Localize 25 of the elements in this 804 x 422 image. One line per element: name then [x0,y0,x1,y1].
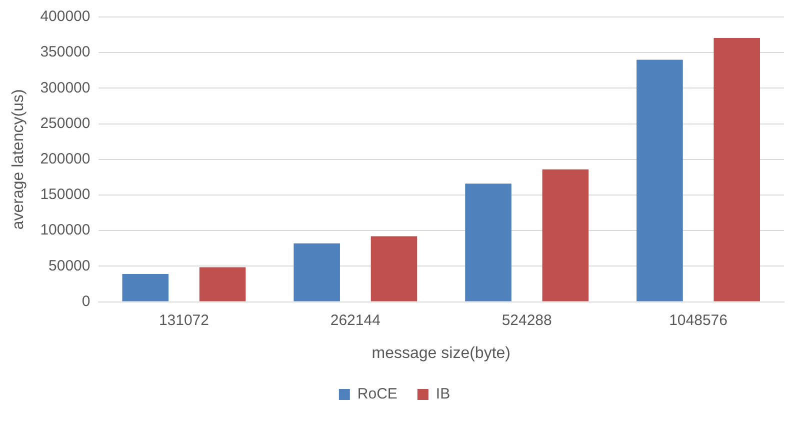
bar [636,60,683,302]
x-tick-label: 524288 [502,312,552,329]
legend-label: IB [436,386,450,403]
bar [465,184,512,302]
x-tick-label: 1048576 [669,312,728,329]
y-axis-title: average latency(us) [10,89,28,230]
y-tick-label: 300000 [40,79,90,96]
y-tick-label: 400000 [40,8,90,26]
y-tick-label: 200000 [40,150,90,168]
bar [542,169,589,302]
bar [199,267,246,302]
y-tick-label: 100000 [40,222,90,239]
x-tick-label: 131072 [158,312,210,329]
y-tick-label: 50000 [48,257,90,274]
y-tick-label: 0 [82,292,90,310]
y-tick-label: 350000 [40,44,90,61]
y-tick-label: 150000 [40,186,90,204]
bar [294,243,340,302]
bar [122,274,169,302]
x-tick-label: 262144 [330,312,380,329]
legend-label: RoCE [357,386,398,403]
bar [714,38,760,302]
x-axis-title: message size(byte) [372,344,510,362]
y-tick-label: 250000 [40,114,90,132]
bar [370,236,418,302]
